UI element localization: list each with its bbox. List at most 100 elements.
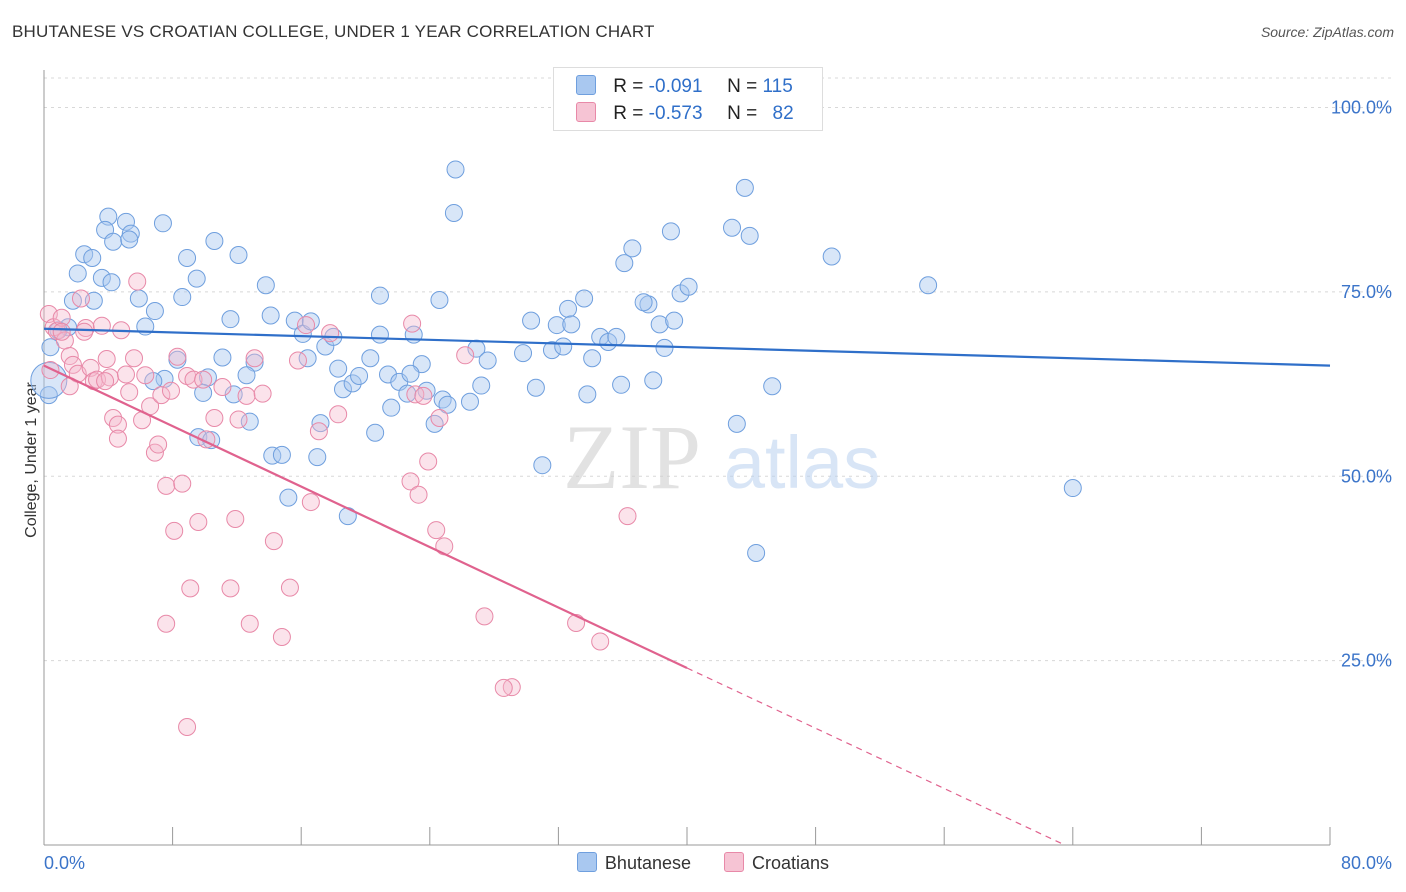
croatians-point (213, 378, 232, 397)
trend-lines (43, 327, 1331, 846)
bhutanese-point (361, 349, 380, 368)
bhutanese-point (542, 341, 561, 360)
croatians-point (591, 632, 610, 651)
legend-label: Bhutanese (604, 853, 691, 873)
series-legend: Bhutanese Croatians (0, 852, 1406, 874)
croatians-point (567, 614, 586, 633)
bhutanese-point (547, 316, 566, 335)
croatians-point (430, 408, 449, 427)
bhutanese-point (472, 376, 491, 395)
croatians-point (427, 521, 446, 540)
croatians-point (41, 361, 60, 380)
bhutanese-point (438, 395, 457, 414)
bhutanese-point (370, 286, 389, 305)
bhutanese-point (343, 374, 362, 393)
bhutanese-point (644, 371, 663, 390)
bhutanese-point (121, 224, 140, 243)
bhutanese-point (301, 312, 320, 331)
x-tick-label: 0.0% (44, 853, 85, 873)
croatians-point (475, 607, 494, 626)
bhutanese-point (329, 359, 348, 378)
bhutanese-point (763, 377, 782, 396)
bhutanese-point (615, 254, 634, 273)
bhutanese-point (178, 248, 197, 267)
croatians-point (205, 408, 224, 427)
watermark-zip: ZIP (563, 406, 701, 508)
croatians-point (81, 358, 100, 377)
tick-labels: 25.0% 50.0% 75.0% 100.0% 0.0% 80.0% (44, 98, 1392, 874)
bhutanese-point (575, 289, 594, 308)
croatians-point (128, 272, 147, 291)
n-label: N = (727, 76, 758, 97)
bhutanese-point (279, 488, 298, 507)
r-label: R = (613, 103, 644, 124)
y-tick-label: 75.0% (1341, 282, 1392, 302)
croatians-point (272, 628, 291, 647)
croatians-point (226, 510, 245, 529)
y-tick-label: 50.0% (1341, 466, 1392, 486)
bhutanese-point (460, 392, 479, 411)
croatians-point (456, 346, 475, 365)
bhutanese-point (99, 207, 118, 226)
croatians-point (108, 415, 127, 434)
bhutanese-point (229, 246, 248, 264)
legend-item-bhutanese[interactable]: Bhutanese (576, 852, 691, 874)
bhutanese-point (83, 248, 102, 267)
bhutanese-point (350, 366, 369, 385)
bhutanese-point (120, 230, 139, 249)
legend-label: Croatians (752, 853, 830, 873)
stats-legend: R = -0.091 N = 115 R = -0.573 N = 82 (553, 67, 823, 131)
croatians-point (237, 386, 256, 405)
bhutanese-point (104, 232, 123, 251)
bhutanese-point (68, 264, 87, 283)
croatians-point (181, 579, 200, 598)
croatians-point (136, 366, 155, 385)
croatians-point (52, 322, 71, 341)
croatians-point (178, 718, 197, 736)
croatians-point (184, 370, 203, 389)
bhutanese-point (478, 351, 497, 370)
croatians-point (149, 435, 168, 454)
croatians-point (309, 422, 328, 441)
bhutanese-point (401, 364, 420, 383)
bhutanese-point (272, 445, 291, 464)
croatians-point (108, 429, 127, 448)
croatians-point (419, 452, 438, 471)
croatians-trend-line (43, 364, 688, 669)
bhutanese-point (526, 378, 545, 397)
croatians-point (96, 372, 115, 391)
bhutanese-point (379, 365, 398, 384)
bhutanese-point (822, 247, 841, 266)
bhutanese-point (224, 385, 243, 404)
bhutanese-point (237, 366, 256, 385)
croatians-point (125, 349, 144, 368)
croatians-point (168, 347, 187, 366)
bhutanese-point (240, 412, 259, 431)
croatians-point (253, 384, 272, 403)
bhutanese-point (747, 543, 766, 562)
bhutanese-point (661, 222, 680, 241)
bhutanese-point (187, 269, 206, 288)
croatians-point (264, 532, 283, 551)
croatians-point (618, 507, 637, 526)
bhutanese-point (116, 212, 135, 231)
bhutanese-point (735, 178, 754, 197)
bhutanese-point (39, 386, 58, 405)
bhutanese-point (430, 290, 449, 309)
bhutanese-point (578, 385, 597, 404)
bhutanese-point (679, 277, 698, 296)
source-label: Source: ZipAtlas.com (1260, 24, 1394, 40)
croatians-trend-extension (686, 667, 1066, 846)
legend-item-croatians[interactable]: Croatians (724, 852, 829, 874)
r-value: -0.573 (648, 103, 703, 124)
croatians-point (71, 289, 90, 308)
bhutanese-point (417, 381, 436, 400)
bhutanese-point (639, 295, 658, 314)
croatians-point (329, 405, 348, 424)
bhutanese-point (425, 414, 444, 433)
bhutanese-point (562, 315, 581, 334)
bhutanese-point (740, 226, 759, 245)
croatians-point (152, 386, 171, 405)
croatians-point (157, 614, 176, 633)
